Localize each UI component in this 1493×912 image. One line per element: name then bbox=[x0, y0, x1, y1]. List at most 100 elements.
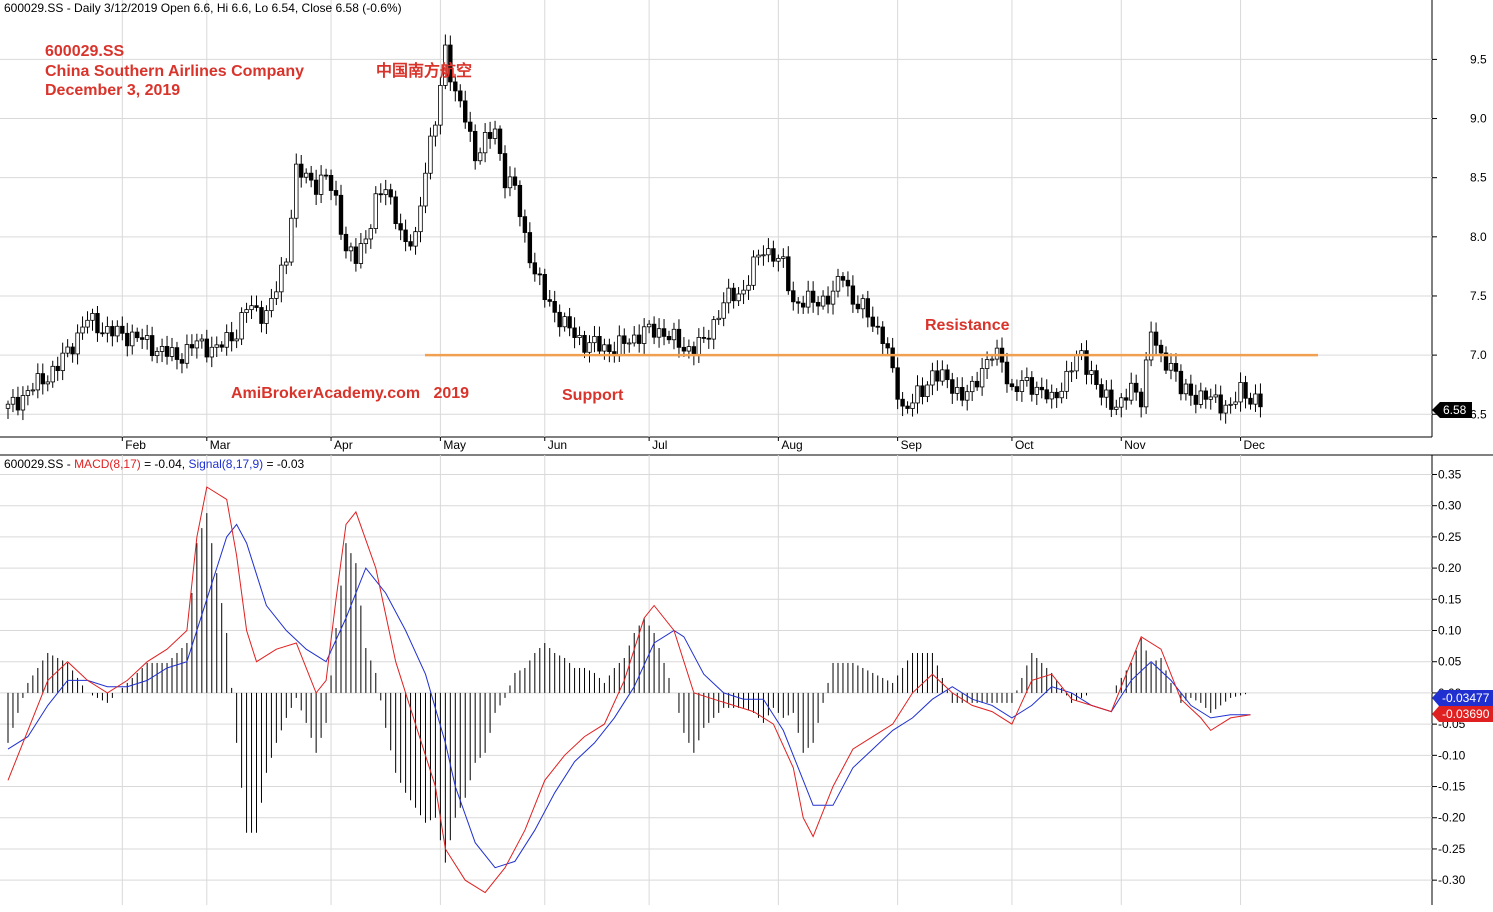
candle-body bbox=[388, 189, 393, 198]
price-header: 600029.SS - Daily 3/12/2019 Open 6.6, Hi… bbox=[4, 1, 402, 15]
candle-body bbox=[1039, 386, 1044, 391]
candle-body bbox=[378, 193, 383, 196]
candle-body bbox=[75, 332, 80, 355]
candle-body bbox=[925, 384, 930, 398]
last-price-badge: 6.58 bbox=[1432, 402, 1472, 418]
candle-body bbox=[338, 194, 344, 235]
candle-body bbox=[433, 124, 438, 137]
candle-body bbox=[741, 289, 746, 295]
candle-body bbox=[627, 342, 632, 345]
candle-body bbox=[164, 346, 170, 357]
candle-body bbox=[974, 380, 980, 388]
candle-body bbox=[547, 299, 552, 302]
candle-body bbox=[557, 311, 562, 328]
macd-tick-label: -0.30 bbox=[1438, 873, 1466, 887]
candle-body bbox=[299, 163, 304, 178]
candle-body bbox=[284, 261, 289, 266]
price-tick-label: 9.5 bbox=[1470, 52, 1487, 66]
candle-body bbox=[1094, 370, 1099, 385]
candle-body bbox=[1203, 390, 1208, 400]
candle-body bbox=[771, 248, 776, 262]
candle-body bbox=[711, 319, 716, 340]
macd-tick-label: 0.15 bbox=[1438, 592, 1462, 606]
candle-body bbox=[65, 346, 70, 354]
price-axis: 9.5 9.0 8.5 8.0 7.5 7.0 6.5 bbox=[1432, 52, 1487, 421]
candle-body bbox=[776, 258, 781, 262]
macd-tick-label: -0.10 bbox=[1438, 748, 1466, 762]
macd-tick-label: 0.30 bbox=[1438, 499, 1462, 513]
candle-body bbox=[130, 331, 135, 347]
candle-body bbox=[194, 340, 200, 349]
candle-body bbox=[1034, 386, 1039, 395]
candle-body bbox=[1074, 354, 1079, 372]
candle-body bbox=[815, 301, 821, 307]
price-tick-label: 7.0 bbox=[1470, 348, 1487, 362]
signal-last-badge: -0.03477 bbox=[1432, 690, 1493, 706]
candle-body bbox=[383, 189, 388, 195]
candle-body bbox=[1213, 394, 1218, 398]
candle-body bbox=[1228, 403, 1233, 406]
macd-last-value: -0.03690 bbox=[1442, 707, 1490, 721]
candle-body bbox=[149, 335, 155, 357]
price-tick-label: 7.5 bbox=[1470, 289, 1487, 303]
candle-body bbox=[1188, 383, 1194, 396]
candle-body bbox=[885, 343, 890, 349]
candle-body bbox=[830, 290, 836, 305]
candle-body bbox=[527, 232, 533, 264]
candle-body bbox=[209, 346, 214, 358]
candle-body bbox=[1223, 404, 1228, 414]
candle-body bbox=[45, 381, 50, 385]
candle-body bbox=[90, 312, 95, 321]
candle-body bbox=[920, 385, 925, 398]
candle-body bbox=[1233, 401, 1238, 405]
candle-body bbox=[617, 335, 622, 357]
signal-last-value: -0.03477 bbox=[1442, 691, 1490, 705]
price-tick-label: 8.0 bbox=[1470, 230, 1487, 244]
candle-body bbox=[269, 298, 274, 312]
candle-body bbox=[517, 184, 523, 218]
candle-body bbox=[960, 387, 965, 401]
candle-body bbox=[666, 335, 672, 341]
candle-body bbox=[875, 325, 880, 328]
candle-body bbox=[791, 290, 796, 303]
candle-body bbox=[1044, 389, 1049, 400]
candle-body bbox=[1173, 363, 1179, 372]
candle-body bbox=[333, 190, 339, 196]
candle-body bbox=[915, 385, 920, 404]
candle-body bbox=[20, 395, 26, 411]
candle-body bbox=[706, 337, 711, 340]
candle-body bbox=[408, 241, 413, 247]
candle-body bbox=[159, 346, 165, 352]
macd-tick-label: 0.05 bbox=[1438, 655, 1462, 669]
candle-body bbox=[373, 193, 378, 229]
candle-body bbox=[1099, 384, 1104, 398]
candle-body bbox=[542, 274, 547, 301]
candle-body bbox=[572, 327, 577, 338]
macd-axis: 0.350.300.250.200.150.100.050.00-0.05-0.… bbox=[1432, 467, 1466, 887]
candle-body bbox=[184, 344, 190, 364]
candle-body bbox=[189, 344, 195, 349]
macd-line bbox=[7, 486, 1251, 894]
annotation-ticker: 600029.SS bbox=[45, 43, 125, 60]
candle-body bbox=[691, 346, 697, 356]
candle-body bbox=[965, 391, 970, 401]
annotation-chinese-name: 中国南方航空 bbox=[376, 61, 472, 80]
candle-body bbox=[577, 335, 582, 338]
candle-body bbox=[244, 309, 249, 314]
candle-body bbox=[1049, 391, 1054, 400]
price-tick-label: 9.0 bbox=[1470, 112, 1487, 126]
candle-body bbox=[622, 335, 627, 344]
candle-body bbox=[105, 326, 110, 334]
candle-body bbox=[567, 316, 572, 329]
candle-body bbox=[393, 196, 398, 225]
candle-body bbox=[537, 273, 542, 276]
annotation-support: Support bbox=[562, 387, 624, 404]
candle-body bbox=[726, 287, 731, 304]
candle-body bbox=[731, 287, 736, 302]
candle-body bbox=[562, 316, 567, 328]
price-tick-label: 6.5 bbox=[1470, 407, 1487, 421]
candle-body bbox=[850, 285, 856, 305]
candle-body bbox=[259, 307, 264, 324]
candle-body bbox=[423, 172, 428, 207]
candle-body bbox=[1059, 390, 1064, 399]
